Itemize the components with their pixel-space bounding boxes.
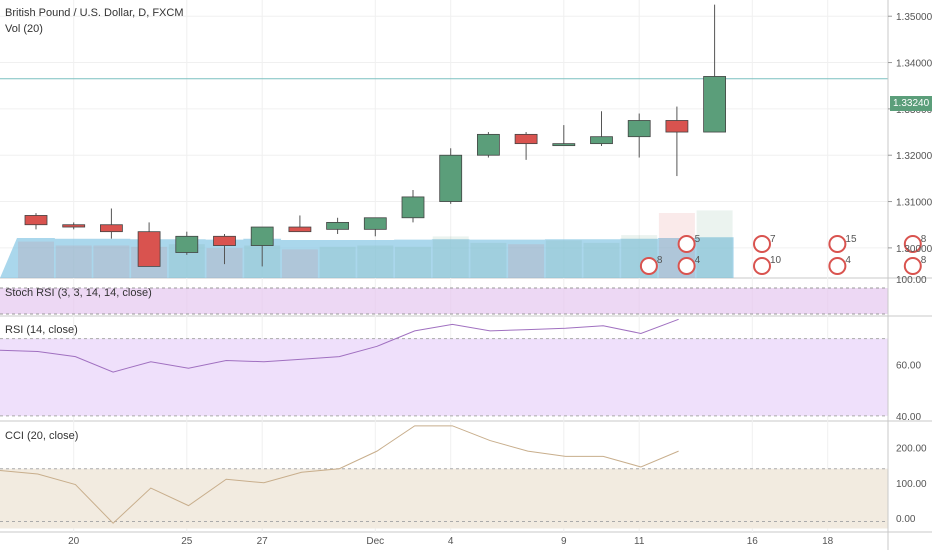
- candle-body: [175, 235, 199, 253]
- event-flag-icon: [828, 257, 847, 275]
- event-count: 7: [770, 234, 776, 245]
- candle-body: [100, 224, 123, 233]
- cci-band: [0, 468, 888, 529]
- x-tick-label: 11: [634, 536, 645, 547]
- event-count: 10: [770, 255, 782, 266]
- rsi-label: RSI (14, close): [5, 324, 78, 336]
- x-tick-label: 20: [68, 536, 80, 547]
- x-tick-label: 25: [181, 536, 193, 547]
- volume-bar: [696, 210, 733, 278]
- event-flag-icon: [639, 257, 658, 275]
- y-tick-label: 1.35000: [896, 12, 932, 23]
- volume-label: Vol (20): [5, 23, 43, 35]
- y-tick-label: 1.31000: [896, 198, 932, 209]
- stoch-rsi-label: Stoch RSI (3, 3, 14, 14, close): [5, 287, 152, 299]
- stoch-band: [0, 288, 888, 314]
- event-flag-icon: [753, 257, 771, 275]
- candle-body: [439, 154, 463, 202]
- candle-body: [213, 235, 236, 246]
- x-tick-label: 27: [257, 536, 269, 547]
- symbol-title: British Pound / U.S. Dollar, D, FXCM: [5, 7, 184, 19]
- volume-bar: [18, 241, 54, 278]
- event-count: 15: [845, 234, 857, 245]
- y-tick-label: 1.34000: [896, 59, 932, 70]
- candle-body: [137, 231, 161, 267]
- x-tick-label: 4: [448, 536, 454, 547]
- candle-body: [401, 196, 425, 219]
- volume-bar: [470, 242, 507, 278]
- event-count: 8: [657, 255, 663, 266]
- volume-bar: [281, 249, 318, 278]
- candle-body: [514, 133, 538, 145]
- event-flag-icon: [753, 235, 771, 253]
- event-count: 4: [695, 255, 701, 266]
- current-price-badge: 1.33240: [890, 96, 932, 111]
- rsi-line: [0, 318, 679, 373]
- cci-tick-label: 200.00: [896, 444, 927, 455]
- event-flag-icon: [903, 235, 922, 253]
- x-tick-label: Dec: [366, 536, 384, 547]
- candle-body: [326, 221, 350, 230]
- event-flag-icon: [677, 257, 696, 275]
- candle-body: [590, 136, 613, 145]
- volume-bar: [545, 240, 582, 278]
- candle-body: [24, 215, 48, 226]
- stoch-tick-label: 100.00: [896, 275, 927, 286]
- candle-body: [476, 133, 500, 156]
- candle-body: [288, 226, 312, 233]
- candle-body: [552, 143, 576, 147]
- volume-bar: [508, 244, 545, 278]
- candle-body: [62, 224, 86, 228]
- event-flag-icon: [677, 235, 696, 253]
- event-count: 5: [695, 234, 701, 245]
- volume-bar: [583, 242, 620, 278]
- rsi-band: [0, 338, 888, 416]
- volume-bar: [395, 246, 431, 278]
- x-tick-label: 9: [561, 536, 567, 547]
- volume-bar: [55, 245, 92, 278]
- event-flag-icon: [903, 257, 922, 275]
- candle-body: [250, 226, 274, 246]
- candle-body: [363, 217, 387, 230]
- candle-body: [703, 76, 726, 133]
- cci-tick-label: 0.00: [896, 514, 916, 525]
- rsi-tick-label: 60.00: [896, 360, 921, 371]
- volume-bar: [357, 245, 394, 278]
- candle-body: [627, 120, 651, 138]
- volume-bar: [432, 236, 469, 278]
- volume-bar: [319, 246, 356, 278]
- cci-tick-label: 100.00: [896, 479, 927, 490]
- event-count: 4: [845, 255, 851, 266]
- y-tick-label: 1.32000: [896, 151, 932, 162]
- x-tick-label: 16: [747, 536, 759, 547]
- cci-label: CCI (20, close): [5, 430, 79, 442]
- event-count: 8: [921, 234, 927, 245]
- rsi-tick-label: 40.00: [896, 412, 921, 423]
- event-flag-icon: [828, 235, 847, 253]
- cci-line: [0, 425, 679, 524]
- x-tick-label: 18: [822, 536, 834, 547]
- volume-bar: [93, 245, 130, 278]
- y-tick-label: 1.30000: [896, 244, 932, 255]
- event-count: 8: [921, 255, 927, 266]
- candle-body: [665, 120, 689, 133]
